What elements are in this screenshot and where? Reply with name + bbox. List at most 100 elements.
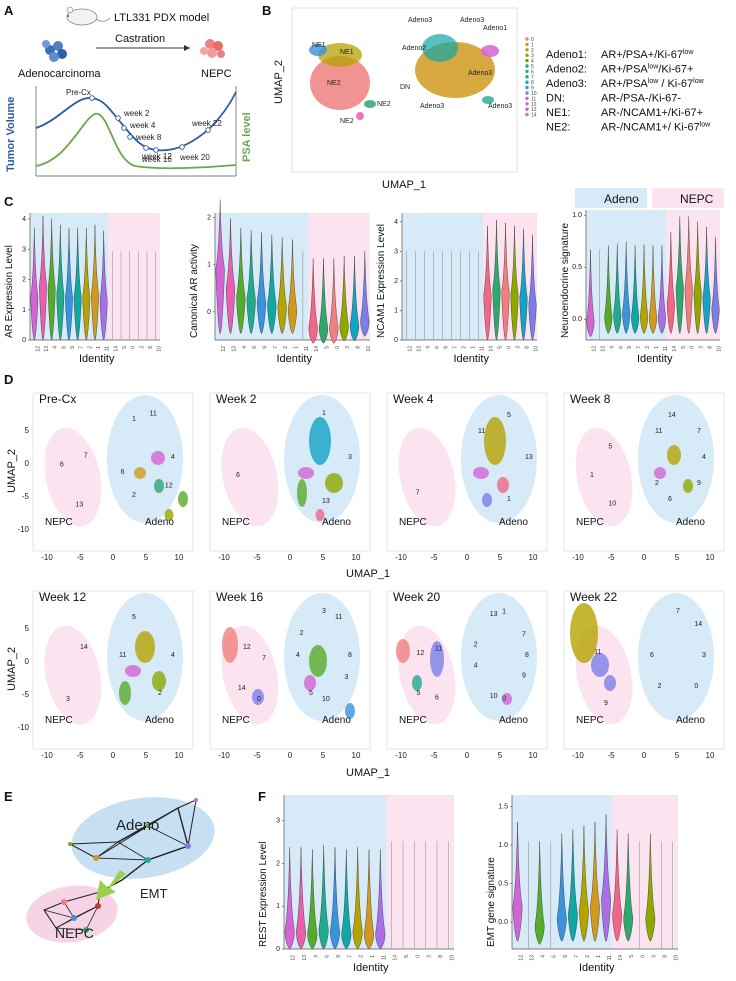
umap-cluster-label: 11 [150,411,157,418]
violin-mark [510,225,519,341]
emt-label: EMT [140,886,168,901]
umap-label-ne2: NE2 [327,80,341,87]
umap-cluster-label: 6 [236,472,240,479]
x-tick-label: 2 [585,955,591,958]
umap-adeno-label: Adeno [499,715,528,726]
y-axis-label: Neuroendocrine signature [560,222,571,338]
umap-x-tick: -5 [430,751,438,760]
y-axis-label: EMT gene signature [486,857,497,947]
violin-mark [601,814,611,942]
umap-cluster-label: 10 [322,696,330,703]
panel-a: A LTL331 PDX model Adenocarcinoma Castra… [4,3,253,177]
umap-cluster-label: 8 [525,652,529,659]
cluster-adeno3-small-blob [482,96,494,104]
umap-x-tick: -10 [218,553,230,562]
violin-mark [225,218,236,334]
legend-nepc-label: NEPC [680,192,714,206]
definition-name: NE2: [546,122,570,134]
umap-y-tick: 0 [25,459,30,468]
violin-mark [318,845,329,950]
umap-cluster-label: 1 [502,608,506,615]
violin-mark [318,258,329,344]
x-tick-label: 1 [370,955,376,958]
violin-mark [82,227,91,341]
x-tick-label: 12 [291,955,297,961]
umap-cluster-label: 14 [694,621,702,628]
x-axis-label: Identity [454,353,490,365]
umap-cluster-label: 2 [474,641,478,648]
nepc-background [308,213,370,340]
umap-label-adeno3-d: Adeno3 [420,103,444,110]
timepoint-marker [153,147,159,153]
umap-b-clusters [309,34,499,120]
x-tick-label: 10 [449,955,455,961]
nepc-background [108,213,160,340]
nepc-background [483,213,537,340]
umap-label-ne1-b: NE1 [340,49,354,56]
x-tick-label: 5 [629,955,635,958]
legend-cluster-label: 2 [531,48,534,54]
legend-adeno-label: Adeno [604,192,639,206]
umap-cluster-label: 6 [435,695,439,702]
adenocarcinoma-label: Adenocarcinoma [18,68,101,80]
nepc-region [44,625,102,725]
x-tick-label: 10 [717,346,723,352]
umap-cluster-label: 11 [478,428,485,435]
umap-cluster-label: 9 [697,480,701,487]
panel-d-letter: D [4,372,13,387]
nepc-background [666,210,720,340]
umap-subplot-frame [209,590,371,750]
umap-cluster-label: 11 [119,652,126,659]
umap-x-tick: -10 [218,751,230,760]
umap-cluster-label: 9 [522,672,526,679]
cluster-cells [345,703,355,719]
umap-x-tick: 5 [144,751,149,760]
violin-mark [519,228,528,341]
nepc-network-region [26,885,118,943]
legend-swatch [525,112,529,117]
y-tick-label: 2 [394,278,398,285]
violin-mark [666,232,675,334]
x-axis-label: Identity [79,353,115,365]
x-tick-label: 9 [563,955,569,958]
x-tick-label: 4 [53,346,59,349]
umap-cluster-label: 1 [507,496,511,503]
umap-nepc-label: NEPC [576,715,604,726]
umap-subplot-title: Pre-Cx [39,392,76,406]
umap-subplot: Week 22 NEPC Adeno 3 0 9 2 6 11 7 14 -10 -5 0 5 10 [563,590,725,760]
legend-swatch [525,48,529,52]
x-tick-label: 3 [651,955,657,958]
violin-mark [99,230,108,341]
cluster-cells [252,689,264,705]
umap-cluster-label: 7 [676,608,680,615]
violin-mark [73,227,82,341]
y-tick-label: 2 [207,215,211,222]
cluster-cells [178,491,188,507]
cluster-cells [396,639,410,663]
definition-name: Adeno2: [546,64,587,76]
y-tick-label: 2 [276,860,280,867]
violin-mark [236,227,246,334]
umap-nepc-label: NEPC [222,715,250,726]
cluster-cells [164,509,174,521]
x-tick-label: 11 [480,346,486,351]
umap-cluster-label: 11 [335,614,342,621]
umap-cluster-label: 5 [132,614,136,621]
timepoint-label: week 8 [135,133,162,142]
y-tick-label: 1 [22,307,26,314]
violin-mark [534,841,545,945]
cluster-cells [125,665,141,677]
umap-subplot: Week 2 NEPC Adeno 3 13 6 1 -10 -5 0 5 10 [209,392,371,562]
x-tick-label: 6 [61,346,67,349]
umap-cluster-label: 6 [668,496,672,503]
umap-cluster-label: 12 [243,644,251,651]
panel-b-letter: B [262,3,271,18]
umap-cluster-label: 0 [502,696,506,703]
cluster-cells [473,467,489,479]
x-axis-label: Identity [637,353,673,365]
x-tick-label: 0 [415,955,421,958]
umap-frame [291,7,518,173]
